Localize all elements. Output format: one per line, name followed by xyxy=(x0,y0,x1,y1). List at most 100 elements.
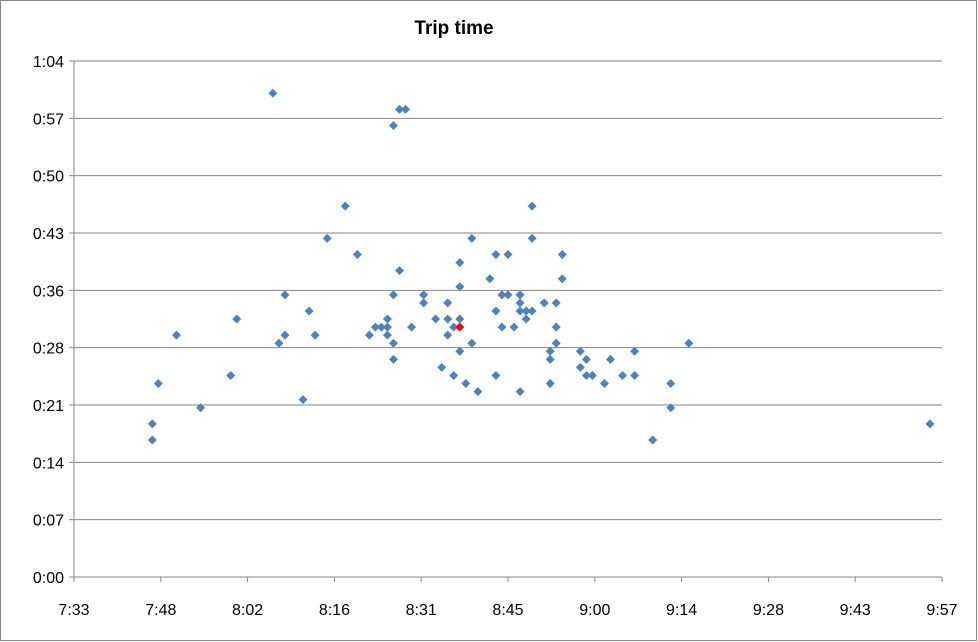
data-point xyxy=(545,379,555,388)
data-point xyxy=(280,290,290,300)
data-point xyxy=(437,362,447,372)
data-point xyxy=(527,306,537,316)
data-point xyxy=(274,338,284,348)
data-point xyxy=(581,370,591,380)
data-point xyxy=(581,354,591,364)
data-point xyxy=(575,362,585,372)
data-point xyxy=(232,314,242,324)
data-point xyxy=(455,346,465,356)
data-point xyxy=(491,250,501,259)
data-point xyxy=(467,338,477,348)
data-point xyxy=(388,354,398,364)
data-point xyxy=(587,370,597,380)
data-point xyxy=(575,346,585,356)
data-point xyxy=(171,330,181,340)
data-point xyxy=(226,370,236,380)
data-point xyxy=(485,274,495,284)
x-tick-label: 9:43 xyxy=(840,602,871,619)
data-point xyxy=(515,290,525,300)
data-point xyxy=(310,330,320,340)
x-tick-label: 9:28 xyxy=(753,602,784,619)
highlighted-data-point xyxy=(455,322,465,332)
y-tick-label: 0:00 xyxy=(33,570,64,587)
y-axis-tick-labels: 0:00 0:07 0:14 0:21 0:28 0:36 0:43 0:50 0:57 1:04 xyxy=(33,54,64,587)
data-points xyxy=(147,88,935,445)
data-point xyxy=(503,250,513,259)
data-point xyxy=(443,314,453,324)
data-point xyxy=(401,104,411,114)
x-tick-label: 7:48 xyxy=(145,602,176,619)
axes xyxy=(69,60,943,582)
data-point xyxy=(455,314,465,324)
data-point xyxy=(527,201,537,211)
y-tick-label: 0:07 xyxy=(33,513,64,530)
data-point xyxy=(515,387,525,397)
data-point xyxy=(515,306,525,316)
data-point xyxy=(268,88,278,98)
data-point xyxy=(491,370,501,380)
data-point xyxy=(527,233,537,243)
data-point xyxy=(382,330,392,340)
data-point xyxy=(545,354,555,364)
data-point xyxy=(455,258,465,268)
x-tick-label: 7:33 xyxy=(58,602,89,619)
data-point xyxy=(407,322,417,332)
data-point xyxy=(599,379,609,388)
data-point xyxy=(630,370,640,380)
data-point xyxy=(370,322,380,332)
data-point xyxy=(461,379,471,388)
data-point xyxy=(491,306,501,316)
data-point xyxy=(395,266,404,276)
data-point xyxy=(605,354,615,364)
x-tick-label: 8:02 xyxy=(232,602,263,619)
y-tick-label: 0:14 xyxy=(33,455,64,472)
data-point xyxy=(340,201,350,211)
data-point xyxy=(388,121,398,130)
x-axis-tick-labels: 7:33 7:48 8:02 8:16 8:31 8:45 9:00 9:14 9:28 9:43… xyxy=(58,602,957,619)
data-point xyxy=(364,330,374,340)
data-point xyxy=(497,322,507,332)
y-tick-label: 0:28 xyxy=(33,341,64,358)
data-point xyxy=(196,403,206,413)
data-point xyxy=(551,298,561,308)
data-point xyxy=(557,274,567,284)
data-point xyxy=(551,322,561,332)
y-tick-label: 0:21 xyxy=(33,398,64,415)
data-point xyxy=(449,322,459,332)
y-tick-label: 0:36 xyxy=(33,283,64,300)
x-tick-label: 9:57 xyxy=(926,602,957,619)
data-point xyxy=(419,290,429,300)
data-point xyxy=(280,330,290,340)
data-point xyxy=(388,290,398,300)
data-point xyxy=(147,419,157,429)
data-point xyxy=(352,250,362,259)
data-point xyxy=(509,322,519,332)
data-point xyxy=(147,435,157,445)
data-point xyxy=(521,314,531,324)
data-point xyxy=(545,346,555,356)
x-tick-label: 8:16 xyxy=(319,602,350,619)
data-point xyxy=(443,298,453,308)
x-tick-label: 9:00 xyxy=(579,602,610,619)
y-tick-label: 0:43 xyxy=(33,226,64,243)
x-tick-label: 8:31 xyxy=(406,602,437,619)
data-point xyxy=(304,306,314,316)
data-point xyxy=(449,370,459,380)
data-point xyxy=(431,314,441,324)
data-point xyxy=(666,403,676,413)
data-point xyxy=(388,338,398,348)
y-tick-label: 0:50 xyxy=(33,169,64,186)
data-point xyxy=(376,322,386,332)
chart-title: Trip time xyxy=(414,18,493,39)
y-tick-label: 1:04 xyxy=(33,54,64,71)
data-point xyxy=(443,330,453,340)
x-tick-label: 9:14 xyxy=(666,602,697,619)
data-point xyxy=(557,250,567,259)
data-point xyxy=(473,387,483,397)
y-tick-label: 0:57 xyxy=(33,111,64,128)
data-point xyxy=(515,298,525,308)
data-point xyxy=(521,306,531,316)
data-point xyxy=(684,338,694,348)
